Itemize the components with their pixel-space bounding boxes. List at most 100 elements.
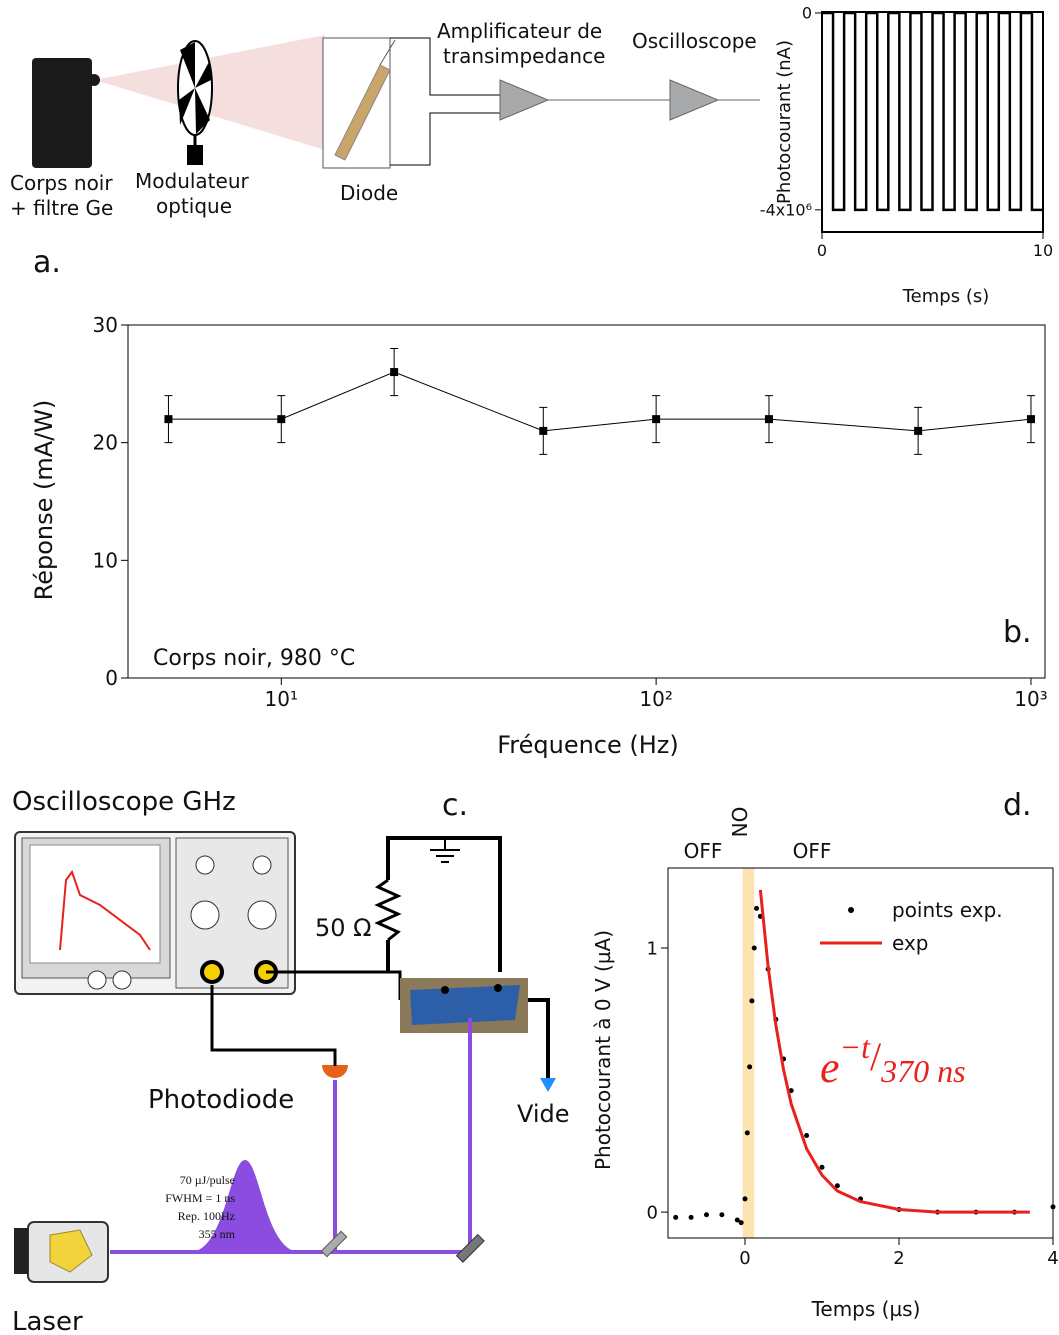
x-tick-label: 0	[817, 241, 827, 260]
arrow	[540, 1078, 556, 1092]
wiring	[390, 37, 500, 166]
series-line	[168, 371, 1032, 432]
x-tick-label: 2	[893, 1248, 904, 1269]
panel-label: c.	[442, 788, 468, 823]
y-axis-label: Photocourant (nA)	[774, 40, 795, 204]
label: Corps noir	[10, 171, 113, 195]
x-axis-label: Fréquence (Hz)	[497, 731, 679, 759]
marker	[539, 426, 548, 435]
panel-label: d.	[1003, 788, 1032, 823]
point	[673, 1214, 679, 1220]
annotation: OFF	[684, 839, 723, 863]
laser-device	[14, 1221, 109, 1283]
formula-part: /	[870, 1034, 882, 1079]
panel-label: b.	[1003, 615, 1032, 650]
x-axis-label: Temps (µs)	[811, 1297, 921, 1321]
resistor	[374, 878, 402, 942]
ground	[430, 838, 460, 863]
marker	[914, 426, 923, 435]
annotation: OFF	[793, 839, 832, 863]
point	[719, 1212, 725, 1218]
point	[754, 905, 760, 911]
legend-label: points exp.	[892, 898, 1003, 922]
oscilloscope-symbol	[669, 79, 720, 121]
diode-chip	[322, 37, 396, 169]
y-axis-label: Réponse (mA/W)	[30, 400, 58, 601]
x-tick-label: 10²	[639, 687, 672, 711]
plot-frame	[127, 324, 1046, 679]
x-tick-label: 10	[1033, 241, 1053, 260]
point	[744, 1130, 750, 1136]
oscilloscope-device	[14, 831, 296, 995]
legend-label: exp	[892, 931, 928, 955]
mirror	[455, 1233, 485, 1263]
label: Amplificateur de	[437, 19, 602, 43]
photodiode	[322, 1065, 348, 1078]
formula-part: 370 ns	[880, 1053, 965, 1089]
y-tick-label: 0	[802, 4, 812, 23]
series-line	[758, 889, 1030, 1214]
point	[1050, 1204, 1056, 1210]
x-tick-label: 10¹	[265, 687, 298, 711]
label: Laser	[12, 1307, 83, 1335]
point	[751, 945, 757, 951]
label: transimpedance	[443, 44, 605, 68]
label: 50 Ω	[315, 914, 372, 942]
x-tick-label: 0	[739, 1248, 750, 1269]
series-line	[822, 11, 1043, 212]
y-tick-label: 20	[93, 431, 118, 455]
chopper	[177, 40, 213, 165]
plot-frame	[667, 867, 1054, 1239]
point	[749, 998, 755, 1004]
marker	[277, 415, 286, 424]
label: Modulateur	[135, 169, 249, 193]
label: Oscilloscope	[632, 29, 757, 53]
point	[834, 1183, 840, 1189]
panel-label: a.	[33, 245, 61, 280]
formula-part: e	[820, 1043, 840, 1092]
contact	[494, 984, 502, 992]
y-axis-label: Photocourant à 0 V (µA)	[591, 930, 615, 1170]
circuit	[386, 836, 502, 972]
x-tick-label: 10³	[1014, 687, 1047, 711]
formula: e−t/370 ns	[820, 1029, 966, 1092]
point	[734, 1217, 740, 1223]
point	[704, 1212, 709, 1218]
marker	[652, 415, 661, 424]
x-tick-label: 4	[1047, 1248, 1058, 1269]
point	[742, 1196, 748, 1202]
contact	[441, 986, 449, 994]
marker	[1026, 415, 1035, 424]
point	[819, 1164, 825, 1170]
y-tick-label: 30	[93, 313, 118, 337]
y-tick-label: 0	[105, 666, 118, 690]
marker	[764, 415, 773, 424]
y-tick-label: 1	[647, 938, 658, 959]
shaded-region	[742, 868, 755, 1238]
annotation: Corps noir, 980 °C	[153, 646, 355, 671]
y-tick-label: 0	[647, 1202, 658, 1223]
point	[688, 1214, 694, 1220]
amplifier-symbol	[499, 79, 550, 121]
pulse-label: Rep. 100Hz	[178, 1209, 235, 1223]
label: Oscilloscope GHz	[12, 787, 236, 817]
marker	[164, 415, 173, 424]
point	[747, 1064, 753, 1070]
legend-swatch	[848, 907, 854, 913]
blackbody-source	[32, 58, 92, 168]
label: + filtre Ge	[10, 196, 113, 220]
pulse-shape	[190, 1160, 300, 1252]
y-tick-label: 10	[93, 548, 118, 572]
label: Vide	[517, 1100, 570, 1128]
y-tick-label: -4x10⁶	[760, 200, 812, 219]
point	[738, 1220, 744, 1226]
label: Photodiode	[148, 1085, 294, 1115]
formula-part: −t	[840, 1029, 872, 1065]
source-aperture	[88, 74, 100, 86]
laser-beam	[110, 1018, 472, 1254]
pulse-label: FWHM = 1 ns	[165, 1191, 235, 1205]
label: Diode	[340, 181, 398, 205]
x-axis-label: Temps (s)	[902, 286, 990, 307]
point	[804, 1133, 810, 1139]
